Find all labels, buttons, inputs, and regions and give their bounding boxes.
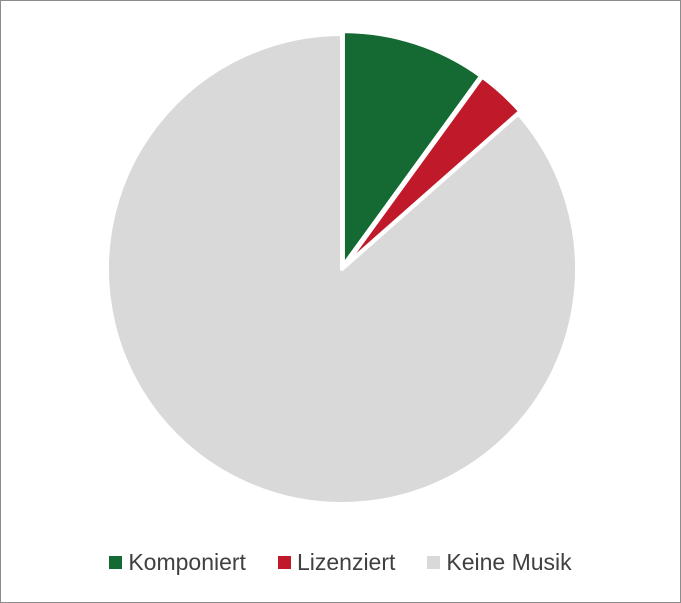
legend-label-lizenziert: Lizenziert: [296, 549, 396, 575]
legend-label-komponiert: Komponiert: [128, 549, 246, 575]
pie-slice-keine-musik: [105, 32, 579, 506]
pie-slice-lizenziert: [342, 74, 523, 269]
legend-label-keine-musik: Keine Musik: [446, 549, 572, 575]
legend-swatch-komponiert: [109, 556, 123, 569]
pie-chart: [105, 29, 579, 506]
legend-item-lizenziert: Lizenziert: [277, 549, 396, 576]
legend: Komponiert Lizenziert Keine Musik: [1, 549, 680, 576]
legend-item-komponiert: Komponiert: [109, 549, 246, 576]
legend-item-keine-musik: Keine Musik: [427, 549, 572, 576]
pie-slice-komponiert: [340, 29, 484, 269]
legend-swatch-lizenziert: [277, 556, 291, 569]
legend-swatch-keine-musik: [427, 556, 441, 569]
